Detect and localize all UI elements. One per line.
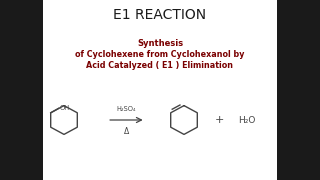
Text: E1 REACTION: E1 REACTION — [113, 8, 207, 22]
Text: +: + — [214, 115, 224, 125]
Text: Synthesis: Synthesis — [137, 39, 183, 48]
Text: Δ: Δ — [124, 127, 129, 136]
Text: OH: OH — [60, 105, 70, 111]
Text: of Cyclohexene from Cyclohexanol by: of Cyclohexene from Cyclohexanol by — [75, 50, 245, 59]
Text: Acid Catalyzed ( E1 ) Elimination: Acid Catalyzed ( E1 ) Elimination — [86, 61, 234, 70]
Text: H₂O: H₂O — [238, 116, 255, 125]
Text: H₂SO₄: H₂SO₄ — [117, 106, 136, 112]
